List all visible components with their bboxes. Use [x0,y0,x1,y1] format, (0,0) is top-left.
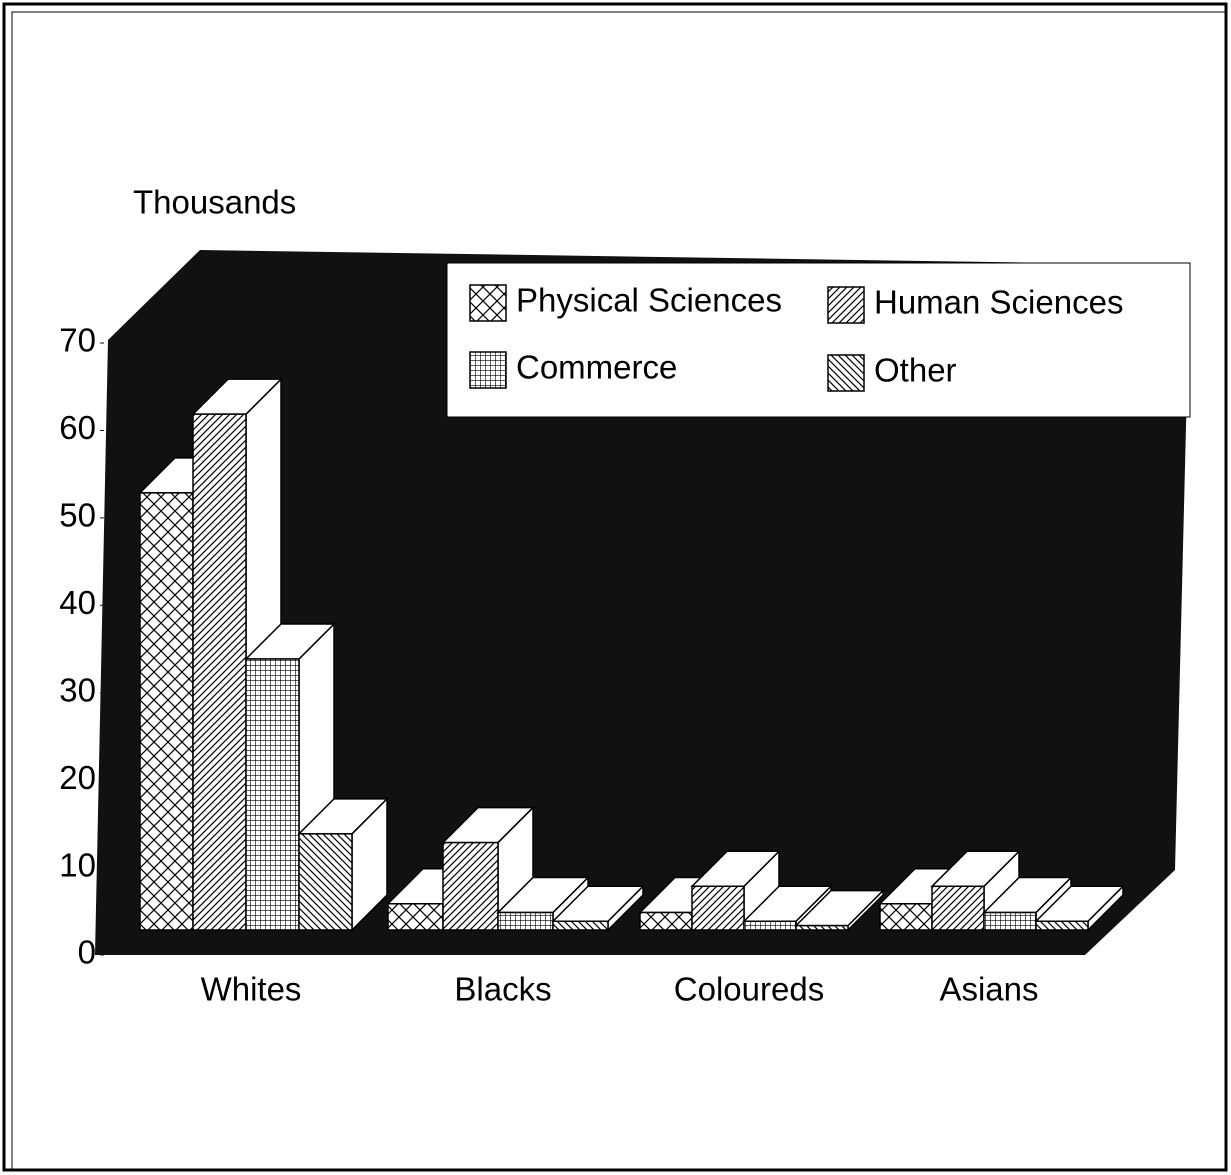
bar [691,885,745,931]
x-tick-label: Blacks [454,971,551,1008]
bar [497,911,554,931]
x-tick-label: Asians [939,971,1038,1008]
bar [192,413,247,931]
bar [139,492,194,931]
bar [552,920,609,931]
bar [442,841,499,931]
bar [795,924,849,931]
y-axis-label: Thousands [133,184,296,221]
legend-swatch [827,286,865,324]
x-tick-label: Whites [201,971,302,1008]
legend-swatch [469,351,507,389]
y-tick-label: 0 [78,934,96,971]
plot-background [95,250,1190,955]
bar [1035,920,1089,931]
y-tick-label: 20 [59,759,96,796]
legend-label: Other [874,352,957,389]
y-tick-label: 60 [59,409,96,446]
legend-swatch [469,284,507,322]
y-tick-label: 30 [59,671,96,708]
bar [743,920,797,931]
y-tick-label: 10 [59,846,96,883]
x-tick-label: Coloureds [674,971,824,1008]
bar [879,903,933,931]
bar [931,885,985,931]
frame-inner [11,11,1227,1171]
legend [446,262,1191,418]
bar [639,911,693,931]
legend-swatch [827,354,865,392]
bar [245,658,300,931]
y-tick-label: 40 [59,584,96,621]
legend-label: Human Sciences [874,284,1123,321]
legend-label: Commerce [516,349,677,386]
bar [298,833,353,931]
bar [983,911,1037,931]
legend-label: Physical Sciences [516,282,782,319]
y-tick-label: 50 [59,497,96,534]
bar [387,903,444,931]
y-tick-label: 70 [59,322,96,359]
